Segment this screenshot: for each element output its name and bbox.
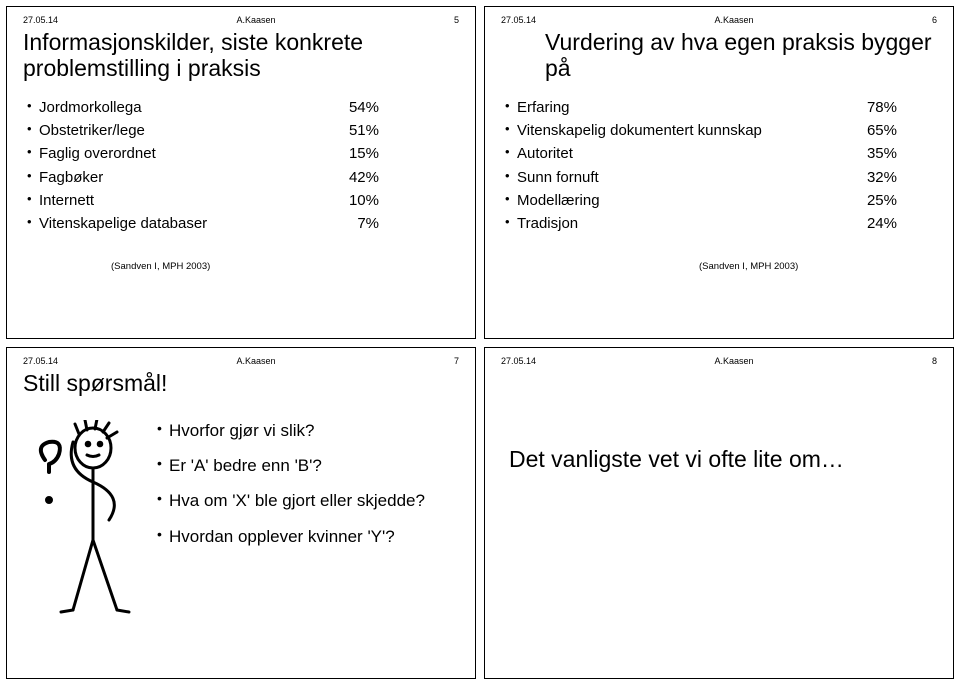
questions-list: Hvorfor gjør vi slik? Er 'A' bedre enn '… bbox=[157, 420, 425, 635]
header-page: 5 bbox=[454, 15, 459, 25]
thinking-person-icon bbox=[25, 420, 135, 635]
slide-header: 27.05.14 A.Kaasen 5 bbox=[21, 15, 461, 27]
row-value: 25% bbox=[867, 189, 897, 212]
citation: (Sandven I, MPH 2003) bbox=[111, 261, 461, 272]
row-label: Sunn fornuft bbox=[517, 166, 599, 189]
slide-title: Still spørsmål! bbox=[23, 370, 461, 396]
slide-title: Vurdering av hva egen praksis bygger på bbox=[545, 29, 939, 82]
header-page: 6 bbox=[932, 15, 937, 25]
header-author: A.Kaasen bbox=[237, 356, 276, 366]
header-author: A.Kaasen bbox=[715, 15, 754, 25]
row-label: Fagbøker bbox=[39, 166, 103, 189]
row-value: 54% bbox=[349, 96, 379, 119]
row-value: 65% bbox=[867, 119, 897, 142]
info-sources-list: Jordmorkollega 54% Obstetriker/lege 51% Fa… bbox=[27, 96, 461, 236]
row-value: 32% bbox=[867, 166, 897, 189]
header-date: 27.05.14 bbox=[23, 356, 58, 366]
row-label: Vitenskapelige databaser bbox=[39, 212, 207, 235]
slide-7: 27.05.14 A.Kaasen 7 Still spørsmål! bbox=[6, 347, 476, 680]
row-label: Vitenskapelig dokumentert kunnskap bbox=[517, 119, 762, 142]
row-label: Obstetriker/lege bbox=[39, 119, 145, 142]
slide-8: 27.05.14 A.Kaasen 8 Det vanligste vet vi… bbox=[484, 347, 954, 680]
slide-6: 27.05.14 A.Kaasen 6 Vurdering av hva ege… bbox=[484, 6, 954, 339]
header-author: A.Kaasen bbox=[715, 356, 754, 366]
list-item: Hvorfor gjør vi slik? bbox=[157, 420, 425, 441]
row-value: 51% bbox=[349, 119, 379, 142]
row-value: 24% bbox=[867, 212, 897, 235]
slide-header: 27.05.14 A.Kaasen 8 bbox=[499, 356, 939, 368]
row-label: Autoritet bbox=[517, 142, 573, 165]
slide-body-text: Det vanligste vet vi ofte lite om… bbox=[509, 446, 939, 473]
header-page: 8 bbox=[932, 356, 937, 366]
citation: (Sandven I, MPH 2003) bbox=[699, 261, 939, 272]
row-value: 15% bbox=[349, 142, 379, 165]
row-label: Jordmorkollega bbox=[39, 96, 142, 119]
row-value: 42% bbox=[349, 166, 379, 189]
row-value: 78% bbox=[867, 96, 897, 119]
header-page: 7 bbox=[454, 356, 459, 366]
row-value: 7% bbox=[357, 212, 379, 235]
header-date: 27.05.14 bbox=[23, 15, 58, 25]
slide-header: 27.05.14 A.Kaasen 7 bbox=[21, 356, 461, 368]
row-value: 10% bbox=[349, 189, 379, 212]
practice-basis-list: Erfaring 78% Vitenskapelig dokumentert ku… bbox=[505, 96, 939, 236]
row-value: 35% bbox=[867, 142, 897, 165]
slide-header: 27.05.14 A.Kaasen 6 bbox=[499, 15, 939, 27]
slide-title: Informasjonskilder, siste konkrete probl… bbox=[23, 29, 461, 82]
header-date: 27.05.14 bbox=[501, 356, 536, 366]
row-label: Modellæring bbox=[517, 189, 600, 212]
slide-5: 27.05.14 A.Kaasen 5 Informasjonskilder, … bbox=[6, 6, 476, 339]
row-label: Tradisjon bbox=[517, 212, 578, 235]
list-item: Er 'A' bedre enn 'B'? bbox=[157, 455, 425, 476]
list-item: Hva om 'X' ble gjort eller skjedde? bbox=[157, 490, 425, 511]
list-item: Hvordan opplever kvinner 'Y'? bbox=[157, 526, 425, 547]
row-label: Internett bbox=[39, 189, 94, 212]
header-date: 27.05.14 bbox=[501, 15, 536, 25]
header-author: A.Kaasen bbox=[237, 15, 276, 25]
row-label: Erfaring bbox=[517, 96, 570, 119]
row-label: Faglig overordnet bbox=[39, 142, 156, 165]
